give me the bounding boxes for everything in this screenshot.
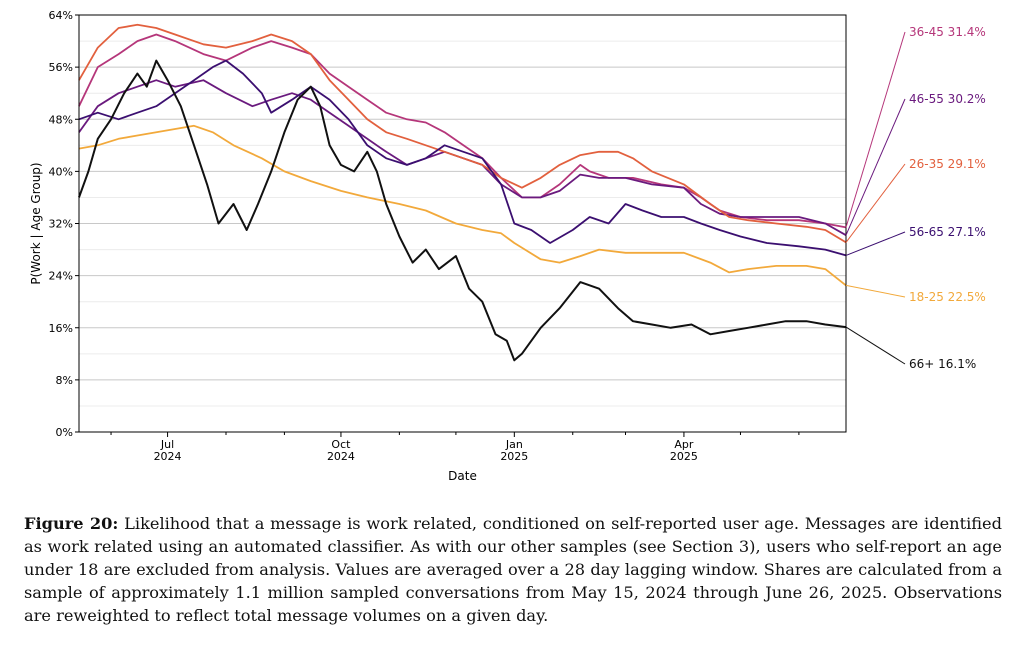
end-labels: 36-45 31.4% 46-55 30.2% 26-35 29.1% 56-65 2… xyxy=(845,25,986,371)
series-line-18-25 xyxy=(78,124,847,287)
leader-line-18-25 xyxy=(845,284,906,298)
x-tick-label-year: 2024 xyxy=(154,450,182,463)
series-line-66+ xyxy=(78,59,847,362)
y-tick-label: 16% xyxy=(49,322,73,335)
end-label-46-55: 46-55 30.2% xyxy=(909,92,986,106)
y-tick-label: 56% xyxy=(49,61,73,74)
leader-line-66+ xyxy=(845,326,906,365)
x-tick-label-year: 2024 xyxy=(327,450,355,463)
series-lines xyxy=(78,23,847,362)
leader-line-56-65 xyxy=(845,231,906,256)
leader-line-26-35 xyxy=(845,163,906,243)
chart: 0%8%16%24%32%40%48%56%64% Jul2024Oct2024… xyxy=(29,9,986,483)
figure-caption: Figure 20: Likelihood that a message is … xyxy=(24,512,1002,627)
x-axis-title: Date xyxy=(448,469,477,483)
y-tick-label: 32% xyxy=(49,218,73,231)
x-tick-label-year: 2025 xyxy=(500,450,528,463)
y-tick-label: 24% xyxy=(49,270,73,283)
x-tick-label-month: Jul xyxy=(160,438,174,451)
x-tick-label-year: 2025 xyxy=(670,450,698,463)
y-axis: 0% 8% 16% 24% 32% 40% 48% 56% 64% xyxy=(49,9,79,439)
end-label-36-45: 36-45 31.4% xyxy=(909,25,986,39)
series-line-36-45 xyxy=(78,33,847,229)
caption-text: Likelihood that a message is work relate… xyxy=(24,514,1002,625)
x-tick-label-month: Jan xyxy=(505,438,523,451)
y-tick-label: 0% xyxy=(56,426,73,439)
x-tick-label-month: Apr xyxy=(674,438,694,451)
y-tick-label: 40% xyxy=(49,165,73,178)
y-tick-label: 64% xyxy=(49,9,73,22)
end-label-18-25: 18-25 22.5% xyxy=(909,290,986,304)
series-line-26-35 xyxy=(78,23,847,244)
leader-line-46-55 xyxy=(845,98,906,236)
series-line-56-65 xyxy=(78,59,847,257)
leader-line-36-45 xyxy=(845,31,906,228)
y-tick-label: 48% xyxy=(49,113,73,126)
x-tick-label-month: Oct xyxy=(331,438,351,451)
y-axis-title: P(Work | Age Group) xyxy=(29,162,43,284)
end-label-56-65: 56-65 27.1% xyxy=(909,225,986,239)
end-label-26-35: 26-35 29.1% xyxy=(909,157,986,171)
caption-label: Figure 20: xyxy=(24,514,119,533)
end-label-66+: 66+ 16.1% xyxy=(909,357,976,371)
gridlines xyxy=(79,40,846,407)
y-tick-label: 8% xyxy=(56,374,73,387)
